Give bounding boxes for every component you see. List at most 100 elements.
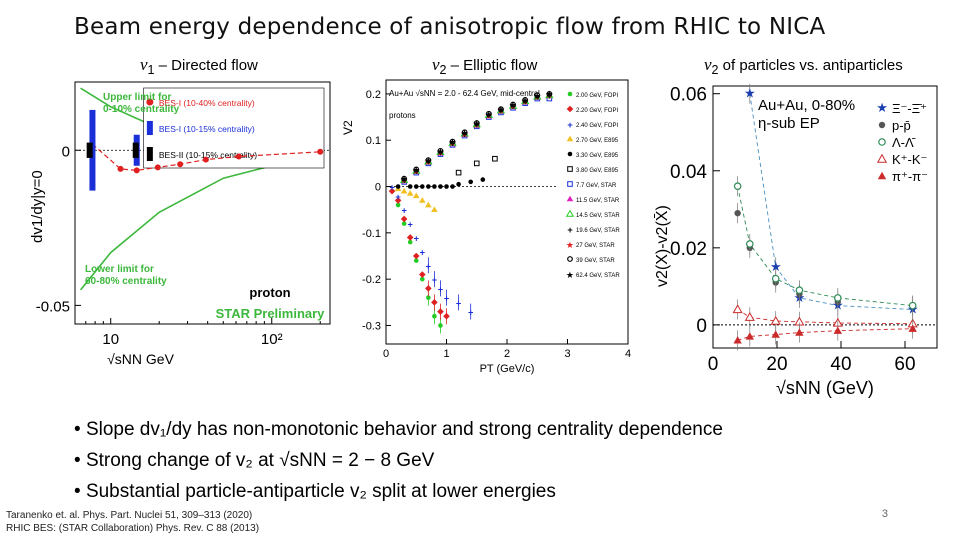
y-tick-label: -0.05 — [36, 298, 70, 315]
data-point-3 — [406, 190, 414, 196]
bullet-item: • Slope dv₁/dy has non-monotonic behavio… — [74, 419, 723, 440]
legend-label: 2.20 GeV, FOPI — [576, 108, 618, 114]
legend-label: 3.30 GeV, E895 — [576, 153, 619, 159]
chart-v2-particle-antiparticle: 0.06 0.04 0.02 00 20 40 60 √sNN (GeV) v2(X)-v2(X… — [654, 83, 938, 398]
data-point-3 — [732, 304, 743, 314]
annotation-lower-limit-1: Lower limit for — [85, 264, 154, 275]
legend-marker — [566, 195, 574, 202]
legend-marker — [146, 98, 154, 106]
bullet-text: Slope dv₁/dy has non-monotonic behavior … — [85, 419, 723, 440]
plot-frame — [712, 85, 938, 349]
legend-marker: ★ — [566, 240, 574, 250]
data-point-2: + — [432, 275, 437, 285]
data-point-1 — [443, 312, 450, 320]
data-point-2 — [908, 301, 917, 310]
panel2-title-text: – Elliptic flow — [446, 57, 538, 74]
plot-header-line1: Au+Au, 0-80% — [758, 97, 855, 114]
data-point-bes1-10-40 — [235, 153, 242, 160]
data-point-0 — [438, 323, 443, 328]
data-point-11 — [522, 97, 529, 103]
y-tick-label: 0 — [375, 182, 381, 194]
panel3-title: v2 of particles vs. antiparticles — [704, 55, 903, 77]
legend-label: p-p̄ — [892, 118, 911, 133]
data-point-2: + — [408, 220, 413, 230]
panel3-title-symbol: v — [704, 55, 712, 74]
panel3-title-sub: 2 — [711, 63, 719, 77]
legend-marker — [567, 256, 573, 262]
data-point-3 — [770, 315, 781, 325]
legend-marker: ★ — [876, 100, 887, 115]
data-point-bes1-10-40 — [202, 156, 209, 163]
y-tick-label: 0 — [696, 316, 707, 337]
legend-marker — [567, 166, 573, 172]
data-point-1 — [437, 308, 444, 315]
data-point-3 — [412, 192, 420, 199]
data-bar-bes2-10-15 — [86, 142, 93, 158]
data-point-1 — [425, 285, 432, 292]
x-tick-label: 40 — [830, 354, 851, 375]
x-tick-label: 0 — [708, 354, 719, 375]
data-point-4 — [413, 184, 419, 189]
bullet-list: • Slope dv₁/dy has non-monotonic behavio… — [74, 414, 723, 507]
data-point-3 — [400, 187, 408, 194]
x-tick-label: 10 — [102, 331, 119, 348]
data-point-3 — [425, 201, 432, 208]
data-point-4 — [908, 324, 917, 332]
data-point-bes1-10-40 — [117, 165, 124, 172]
legend-label: BES-I (10-40% centrality) — [159, 98, 255, 108]
data-point-12: ★ — [461, 128, 469, 138]
x-tick-label: 10² — [261, 331, 283, 348]
panel2-title: v2 – Elliptic flow — [432, 55, 537, 77]
y-axis-label: v2(X)-v2(X̄) — [654, 205, 671, 287]
data-point-4 — [771, 330, 780, 338]
data-point-1 — [419, 271, 426, 278]
legend-label: 62.4 GeV, STAR — [576, 273, 620, 279]
data-point-0 — [413, 258, 419, 263]
data-point-11 — [546, 90, 553, 97]
legend-label: 19.6 GeV, STAR — [576, 228, 620, 234]
data-point-2: + — [468, 308, 473, 318]
x-tick-label: 0 — [383, 348, 389, 360]
y-tick-label: 0.04 — [670, 162, 707, 183]
data-point-12: ★ — [545, 89, 553, 99]
panel1-title: v1 – Directed flow — [140, 55, 258, 77]
legend-marker: + — [567, 120, 572, 130]
page-number: 3 — [881, 508, 888, 520]
legend-marker — [567, 151, 573, 157]
y-axis-label: V2 — [341, 120, 355, 135]
annotation-upper-limit-1: Upper limit for — [103, 92, 171, 103]
x-tick-label: 20 — [766, 354, 787, 375]
data-point-3 — [431, 206, 438, 212]
plot-header: Au+Au √sNN = 2.0 - 62.4 GeV, mid-central — [389, 89, 540, 98]
data-point-12: ★ — [412, 165, 420, 175]
plot-frame — [385, 79, 629, 345]
data-point-4 — [438, 184, 443, 189]
legend-marker — [567, 181, 573, 187]
data-point-4 — [444, 184, 449, 189]
legend-marker — [565, 209, 575, 217]
data-point-11 — [485, 110, 492, 117]
legend-marker — [567, 91, 573, 97]
y-tick-label: -0.2 — [362, 274, 381, 286]
data-point-2 — [746, 240, 754, 248]
data-point-4 — [468, 179, 473, 185]
chart-v1-directed-flow: 0 -0.05 10 10² √sNN GeV dv1/dy|y=0 BES-I (10-4… — [30, 81, 331, 367]
data-point-0 — [420, 276, 425, 282]
legend-marker — [146, 121, 153, 135]
data-point-2 — [733, 182, 742, 190]
data-point-11 — [449, 138, 456, 145]
chart-v2-elliptic-flow: 0.2 0.1 0 -0.1 -0.2 -0.3 0 1 2 3 4 PT (GeV/c) V2 Au+A… — [341, 79, 631, 375]
data-point-2: + — [426, 261, 431, 271]
panel1-title-symbol: v — [140, 55, 148, 74]
x-axis-label: √sNN (GeV) — [776, 378, 874, 398]
data-point-11 — [401, 175, 408, 182]
legend-label: Ξ⁻-Ξ̄⁺ — [892, 101, 927, 116]
data-point-11 — [534, 92, 541, 99]
legend-label: BES-II (10-15% centrality) — [159, 150, 257, 160]
data-point-5 — [492, 155, 498, 162]
data-point-11 — [413, 166, 420, 173]
fit-curve-2 — [737, 186, 913, 307]
legend-marker — [877, 171, 887, 180]
bullet-text: Substantial particle-antiparticle v₂ spl… — [85, 481, 556, 502]
legend-marker — [878, 121, 886, 129]
